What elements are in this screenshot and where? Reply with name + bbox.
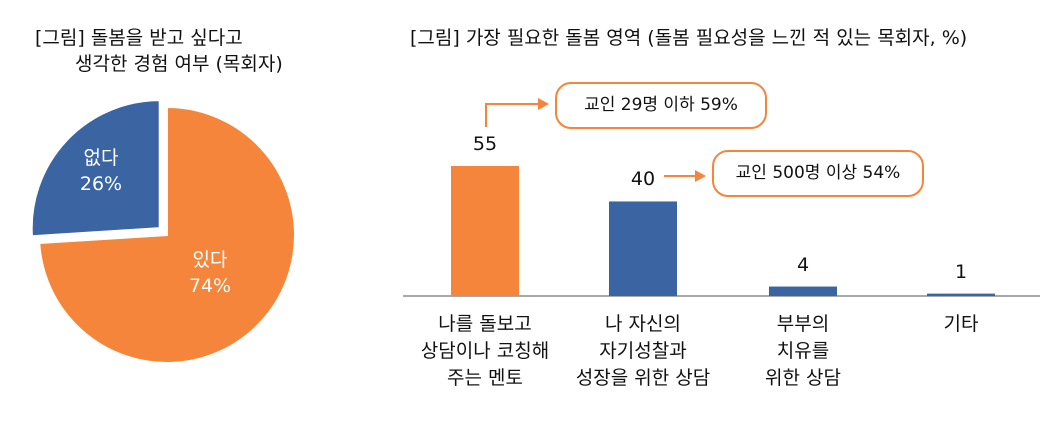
bar-value-label: 4 (796, 253, 810, 276)
category-label-line: 부부의 (776, 313, 830, 335)
category-label: 기타 (876, 311, 1046, 338)
bar-value-label: 55 (472, 133, 498, 155)
category-label-line: 자기성찰과 (599, 340, 687, 362)
category-label-line: 주는 멘토 (447, 367, 523, 389)
pie-label-yes-value: 74% (188, 275, 232, 297)
bar-chart-title: [그림] 가장 필요한 돌봄 영역 (돌봄 필요성을 느낀 적 있는 목회자, … (410, 27, 968, 49)
bar-value-label: 40 (630, 168, 656, 191)
pie-label-yes: 있다 74% (165, 247, 255, 299)
pie-chart-title-line1: [그림] 돌봄을 받고 싶다고 (35, 27, 243, 49)
callout-top: 교인 29명 이하 59% (555, 82, 767, 129)
bar-value-label: 1 (954, 260, 968, 283)
category-label-line: 위한 상담 (765, 367, 841, 389)
category-label-line: 성장을 위한 상담 (575, 367, 711, 389)
bar-2 (609, 201, 677, 296)
category-label-line: 치유를 (776, 340, 830, 362)
pie-slice-no (30, 99, 161, 238)
pie-label-no-value: 26% (79, 173, 123, 195)
callout-arrow-top (485, 103, 540, 127)
category-label-line: 상담이나 코칭해 (420, 340, 550, 362)
pie-label-yes-name: 있다 (192, 249, 228, 271)
bar-3 (769, 286, 837, 296)
arrowhead-top (538, 98, 549, 110)
callout-bottom: 교인 500명 이상 54% (712, 150, 924, 197)
pie-chart-title-line2: 생각한 경험 여부 (목회자) (75, 53, 283, 75)
category-label-line: 나를 돌보고 (438, 313, 532, 335)
pie-slice-yes (38, 105, 296, 364)
pie-label-no: 없다 26% (56, 145, 146, 197)
bar-4 (927, 293, 995, 296)
pie-label-no-name: 없다 (83, 147, 119, 169)
arrowhead-bottom (695, 170, 706, 182)
bar-1 (451, 166, 519, 296)
category-label-line: 나 자신의 (605, 313, 681, 335)
category-label-line: 기타 (943, 313, 979, 335)
